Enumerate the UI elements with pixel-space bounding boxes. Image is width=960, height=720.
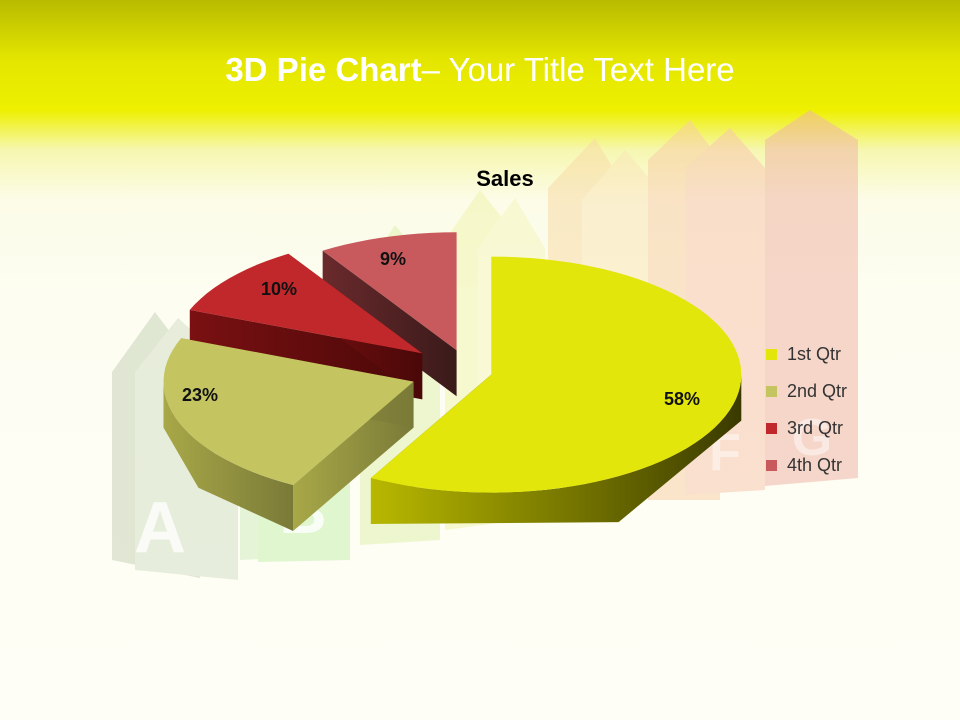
legend-swatch-2nd-qtr — [766, 386, 777, 397]
legend-label-1st-qtr: 1st Qtr — [787, 344, 842, 364]
legend-label-2nd-qtr: 2nd Qtr — [787, 381, 848, 401]
data-label-2nd-qtr: 23% — [181, 385, 219, 405]
legend-item-1st-qtr: 1st Qtr — [766, 336, 847, 373]
legend-label-3rd-qtr: 3rd Qtr — [787, 418, 844, 438]
pie-slice-wall-4th-qtr-0 — [322, 250, 457, 397]
data-label-4th-qtr: 9% — [379, 249, 406, 269]
pie-slice-top-2nd-qtr — [163, 338, 414, 485]
legend-swatch-4th-qtr — [766, 460, 777, 471]
data-label-3rd-qtr: 10% — [260, 279, 298, 299]
rating-letter-a: A — [134, 488, 186, 568]
slide-title-rest: – Your Title Text Here — [421, 51, 735, 88]
pie-slice-rim-2nd-qtr-0 — [163, 381, 294, 531]
rating-letter-g: G — [792, 409, 832, 467]
chart-title: Sales — [476, 166, 534, 191]
legend-item-3rd-qtr: 3rd Qtr — [766, 410, 847, 447]
chart-legend: 1st Qtr 2nd Qtr 3rd Qtr 4th Qtr — [766, 336, 847, 484]
pie-slice-1st-qtr — [370, 256, 742, 524]
pie-slice-top-3rd-qtr — [189, 253, 423, 354]
pie-slice-2nd-qtr — [163, 338, 414, 531]
rating-arrow-g — [765, 110, 858, 486]
legend-item-4th-qtr: 4th Qtr — [766, 447, 847, 484]
legend-swatch-1st-qtr — [766, 349, 777, 360]
legend-label-4th-qtr: 4th Qtr — [787, 455, 843, 475]
slide-title-bold: 3D Pie Chart — [225, 51, 422, 88]
pie-slice-top-1st-qtr — [370, 256, 742, 493]
pie-slice-4th-qtr — [322, 232, 457, 397]
data-label-1st-qtr: 58% — [663, 389, 701, 409]
pie-slice-rim-1st-qtr-0 — [370, 374, 742, 524]
slide-title: 3D Pie Chart– Your Title Text Here — [0, 50, 960, 90]
pie-slice-top-4th-qtr — [322, 232, 457, 351]
legend-swatch-3rd-qtr — [766, 423, 777, 434]
legend-item-2nd-qtr: 2nd Qtr — [766, 373, 847, 410]
